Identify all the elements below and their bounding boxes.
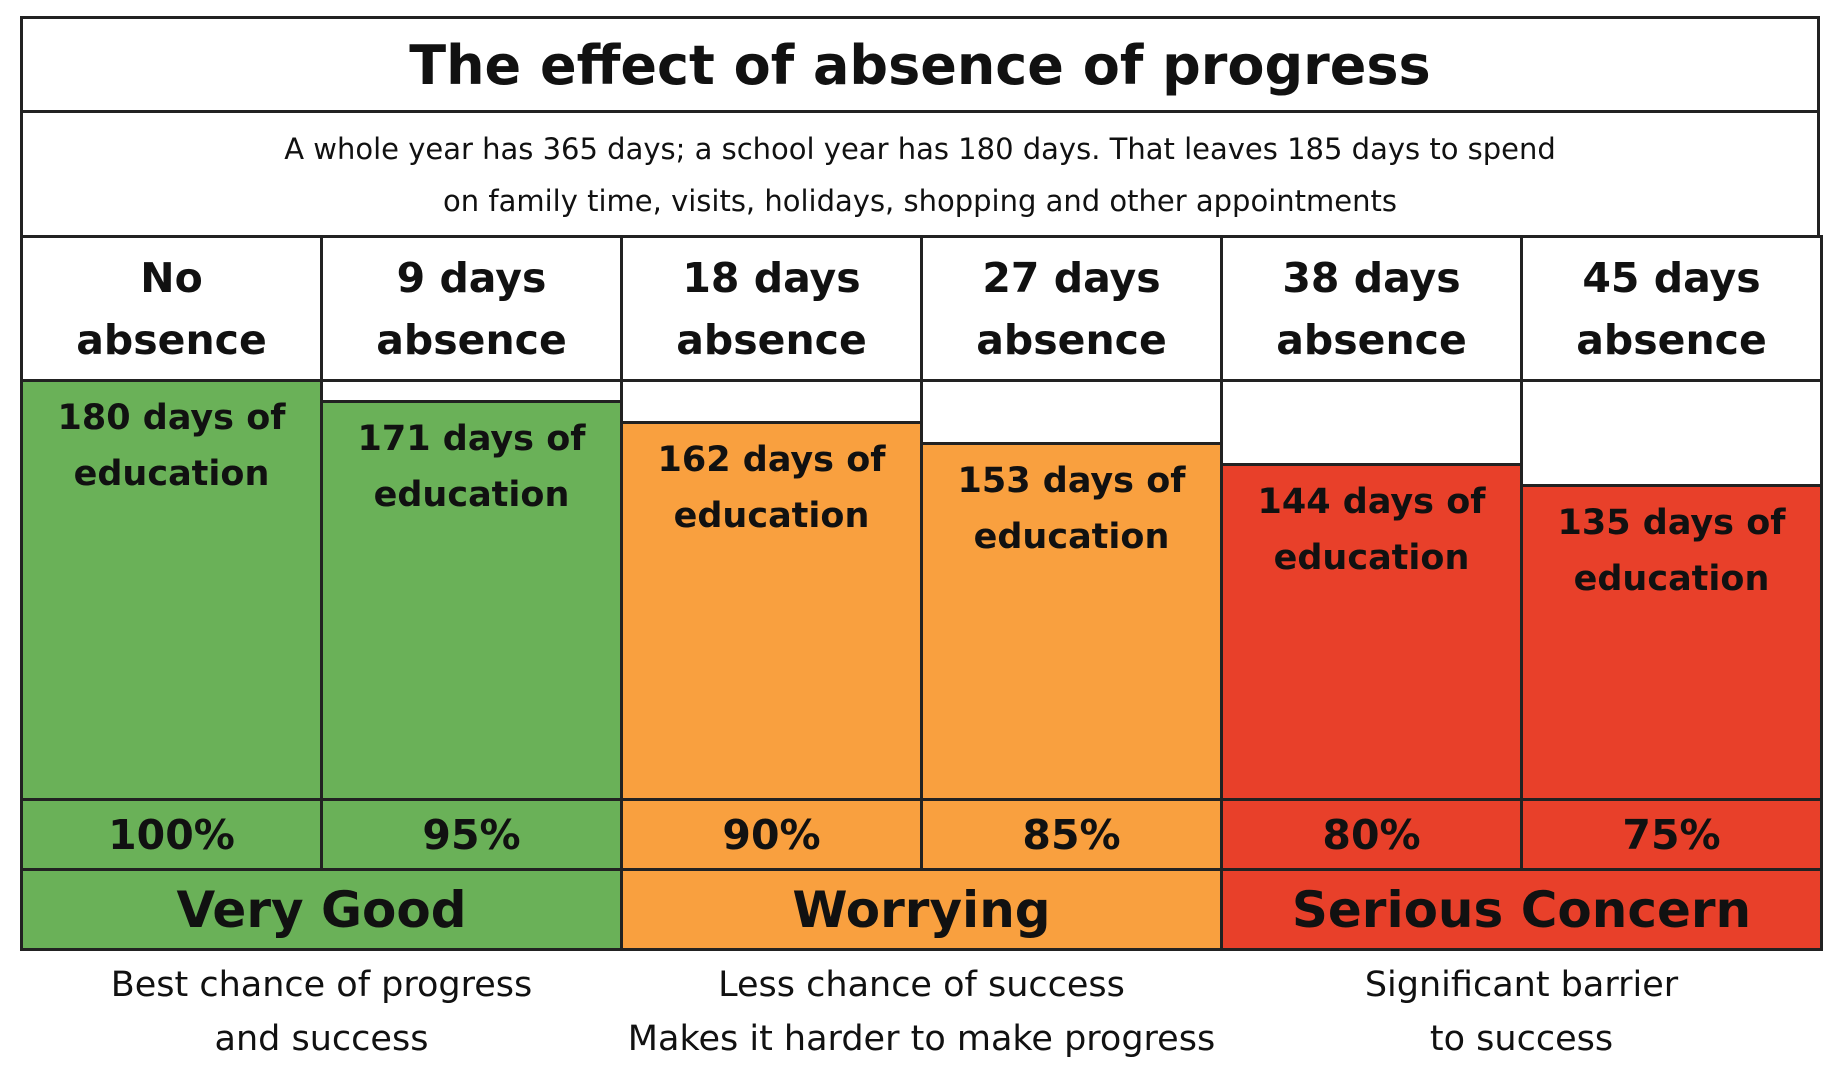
- rating-note: Significant barrier to success: [1220, 958, 1823, 1068]
- bar: 171 days of education: [320, 400, 623, 801]
- percentage-label: 75%: [1520, 798, 1823, 871]
- percentage-label: 100%: [20, 798, 323, 871]
- bar: 180 days of education: [20, 379, 323, 801]
- bar: 153 days of education: [920, 442, 1223, 801]
- bar-value-label: 180 days of education: [57, 398, 286, 494]
- percentage-label: 95%: [320, 798, 623, 871]
- bar-value-label: 162 days of education: [657, 440, 886, 536]
- percentage-label: 85%: [920, 798, 1223, 871]
- category-header: 18 days absence: [620, 235, 923, 382]
- bar-value-label: 135 days of education: [1557, 503, 1786, 599]
- rating-note: Less chance of success Makes it harder to…: [620, 958, 1223, 1068]
- bar-value-label: 144 days of education: [1257, 482, 1486, 578]
- bar: 162 days of education: [620, 421, 923, 801]
- percentage-label: 80%: [1220, 798, 1523, 871]
- percentage-label: 90%: [620, 798, 923, 871]
- rating-note-line: Less chance of success: [718, 965, 1125, 1005]
- bar: 144 days of education: [1220, 463, 1523, 801]
- bar-value-label: 153 days of education: [957, 461, 1186, 557]
- category-header: 45 days absence: [1520, 235, 1823, 382]
- category-header: 38 days absence: [1220, 235, 1523, 382]
- rating-note-line: Significant barrier: [1364, 965, 1679, 1005]
- rating-note-line: Best chance of progress: [110, 965, 533, 1005]
- category-header: No absence: [20, 235, 323, 382]
- rating-band: Worrying: [620, 868, 1223, 951]
- rating-note-line: Makes it harder to make progress: [627, 1019, 1216, 1059]
- chart-subtitle: A whole year has 365 days; a school year…: [20, 110, 1820, 237]
- category-header: 27 days absence: [920, 235, 1223, 382]
- rating-note-line: and success: [214, 1019, 429, 1059]
- rating-note: Best chance of progress and success: [20, 958, 623, 1068]
- bar: 135 days of education: [1520, 484, 1823, 801]
- chart-title: The effect of absence of progress: [20, 16, 1820, 112]
- category-header: 9 days absence: [320, 235, 623, 382]
- rating-band: Serious Concern: [1220, 868, 1823, 951]
- bar-value-label: 171 days of education: [357, 419, 586, 515]
- rating-note-line: to success: [1429, 1019, 1614, 1059]
- rating-band: Very Good: [20, 868, 623, 951]
